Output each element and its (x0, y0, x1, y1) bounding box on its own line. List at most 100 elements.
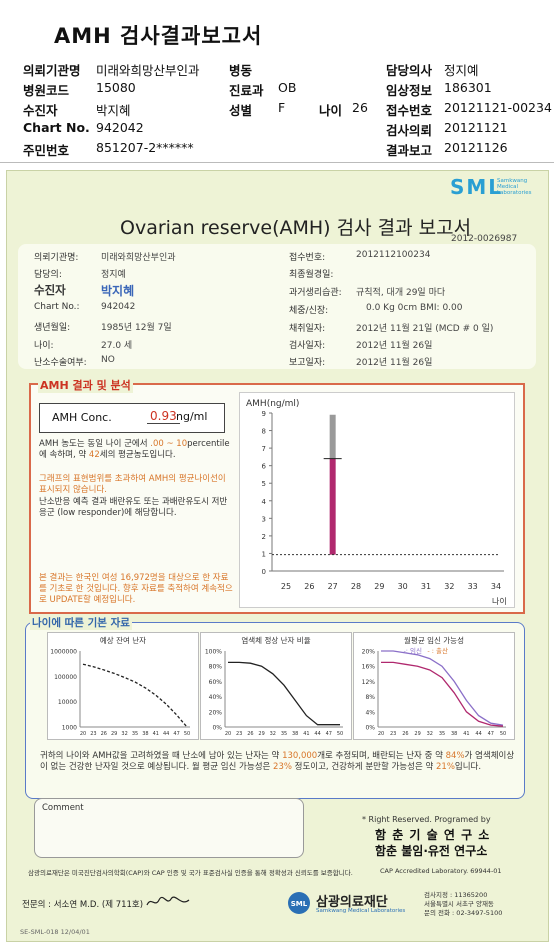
mini-x-tick-label: 50 (184, 731, 190, 737)
info-value-chart: 942042 (101, 302, 136, 312)
mini-x-tick-label: 50 (500, 731, 506, 737)
amh-x-tick-label: 31 (421, 582, 431, 591)
info-label-accession: 접수번호: (289, 253, 326, 263)
amh-y-tick-label: 5 (262, 480, 266, 488)
mini-x-tick-label: 35 (132, 731, 138, 737)
mini-y-tick-label: 0% (365, 725, 375, 732)
value-request-date: 20121121 (444, 120, 508, 135)
label-department: 진료과 (229, 83, 264, 98)
mini-y-tick-label: 12% (362, 679, 376, 686)
amh-x-tick-label: 25 (281, 582, 291, 591)
info-value-patient: 박지혜 (101, 284, 135, 298)
label-age: 나이 (319, 103, 343, 118)
mini-x-tick-label: 38 (451, 731, 457, 737)
foundation-name: 삼광의료재단 (316, 895, 388, 910)
patient-info-box (18, 244, 536, 369)
svg-text:SML: SML (291, 900, 308, 908)
amh-y-tick-label: 1 (262, 550, 266, 558)
mini-y-tick-label: 16% (362, 664, 376, 671)
amh-result-heading: AMH 결과 및 분석 (38, 377, 133, 393)
value-id-number: 851207-2****** (96, 140, 194, 155)
amh-y-tick-label: 9 (262, 410, 266, 418)
mini-y-tick-label: 60% (209, 679, 223, 686)
amh-y-tick-label: 7 (262, 445, 266, 453)
mini-series-line (82, 663, 188, 728)
mini-x-tick-label: 44 (163, 731, 169, 737)
amh-y-tick-label: 4 (262, 498, 267, 506)
amh-x-tick-label: 32 (444, 582, 454, 591)
info-value-institution: 미래와희망산부인과 (101, 253, 176, 263)
value-doctor: 정지예 (444, 63, 479, 78)
info-label-patient: 수진자 (34, 283, 66, 297)
contact-info: 검사지정 : 11365200 서울특별시 서초구 양재동 문의 전화 : 02… (424, 891, 502, 918)
report-main-title: Ovarian reserve(AMH) 검사 결과 보고서 (120, 217, 472, 239)
mini-series-line (381, 661, 504, 727)
mini-x-tick-label: 47 (173, 731, 179, 737)
basic-summary-text: 귀하의 나이와 AMH값을 고려하였을 때 난소에 남아 있는 난자는 약 13… (40, 751, 515, 772)
cap-text: CAP Accredited Laboratory. 69944-01 (380, 867, 502, 875)
cap-note: 삼광의료재단은 미국진단검사의학회(CAP)와 CAP 인증 및 국가 표준검사… (28, 869, 353, 877)
label-chart-no: Chart No. (23, 120, 90, 135)
label-hospital-code: 병원코드 (23, 83, 70, 98)
amh-x-tick-label: 30 (398, 582, 408, 591)
mini-y-tick-label: 20% (209, 709, 223, 716)
mini-y-tick-label: 1000 (62, 725, 77, 732)
amh-x-tick-label: 28 (351, 582, 361, 591)
report-number: 2012-0026987 (451, 234, 518, 244)
amh-conc-value: 0.93 (147, 409, 180, 424)
mini-x-tick-label: 47 (488, 731, 494, 737)
sml-logo-sub-2: Medical (497, 184, 519, 190)
label-patient: 수진자 (23, 103, 58, 118)
foundation-name-en: Samkwang Medical Laboratories (316, 908, 406, 914)
mini-y-tick-label: 20% (362, 649, 376, 656)
info-value-weight-height: 0.0 Kg 0cm BMI: 0.00 (366, 303, 463, 313)
mini-y-tick-label: 100000 (54, 674, 77, 681)
amh-y-tick-label: 8 (262, 428, 266, 436)
mini-x-tick-label: 41 (303, 731, 309, 737)
value-patient: 박지혜 (96, 103, 131, 118)
amh-y-tick-label: 2 (262, 533, 266, 541)
label-id-number: 주민번호 (23, 143, 70, 158)
mini-y-tick-label: 100% (205, 649, 222, 656)
amh-x-tick-label: 27 (328, 582, 338, 591)
mini-series-line (228, 661, 340, 726)
info-value-birth: 1985년 12월 7일 (101, 323, 172, 333)
mini-x-tick-label: 32 (427, 731, 433, 737)
value-clinical-info: 186301 (444, 80, 492, 95)
amh-conc-unit: ng/ml (176, 410, 208, 423)
info-value-test-date: 2012년 11월 26일 (356, 341, 433, 351)
value-hospital-code: 15080 (96, 80, 136, 95)
value-requester: 미래와희망산부인과 (96, 63, 200, 78)
mini-x-tick-label: 29 (258, 731, 264, 737)
contact-line-3: 문의 전화 : 02-3497-5100 (424, 909, 503, 917)
sml-logo-sub-1: Samkwang (497, 178, 528, 184)
label-sex: 성별 (229, 103, 253, 118)
mini-x-tick-label: 29 (414, 731, 420, 737)
value-chart-no: 942042 (96, 120, 144, 135)
label-clinical-info: 임상정보 (386, 83, 433, 98)
institute-name-2: 함춘 불임·유전 연구소 (375, 844, 488, 858)
info-label-age: 나이: (34, 341, 54, 351)
mini-y-tick-label: 1000000 (50, 649, 77, 656)
mini-x-tick-label: 20 (225, 731, 231, 737)
info-value-surgery: NO (101, 355, 115, 365)
mini-chart-title: 예상 잔여 난자 (100, 635, 146, 645)
pregnancy-chance-chart: 월평균 임신 가능성 20% 16% 12% 8% 4% 0%20 23 26 29 32 35 38 4… (353, 632, 515, 740)
amh-chart-title: AMH(ng/ml) (246, 399, 299, 409)
info-label-collect-date: 채취일자: (289, 324, 326, 334)
mini-chart-title: 월평균 임신 가능성 (404, 635, 464, 645)
mini-x-tick-label: 47 (326, 731, 332, 737)
amh-y-tick-label: 3 (262, 515, 266, 523)
amh-y-tick-label: 0 (262, 568, 266, 576)
amh-x-label: 나이 (492, 596, 507, 606)
comment-box (34, 798, 304, 858)
mini-x-tick-label: 29 (111, 731, 117, 737)
mini-y-tick-label: 4% (365, 709, 375, 716)
info-label-institution: 의뢰기관명: (34, 253, 79, 263)
amh-analysis-text-1: AMH 농도는 동일 나이 군에서 .00 ~ 10percentile에 속하… (39, 439, 230, 460)
mini-x-tick-label: 26 (247, 731, 253, 737)
amh-x-tick-label: 29 (374, 582, 384, 591)
value-report-date: 20121126 (444, 140, 508, 155)
mini-y-tick-label: 80% (209, 664, 223, 671)
